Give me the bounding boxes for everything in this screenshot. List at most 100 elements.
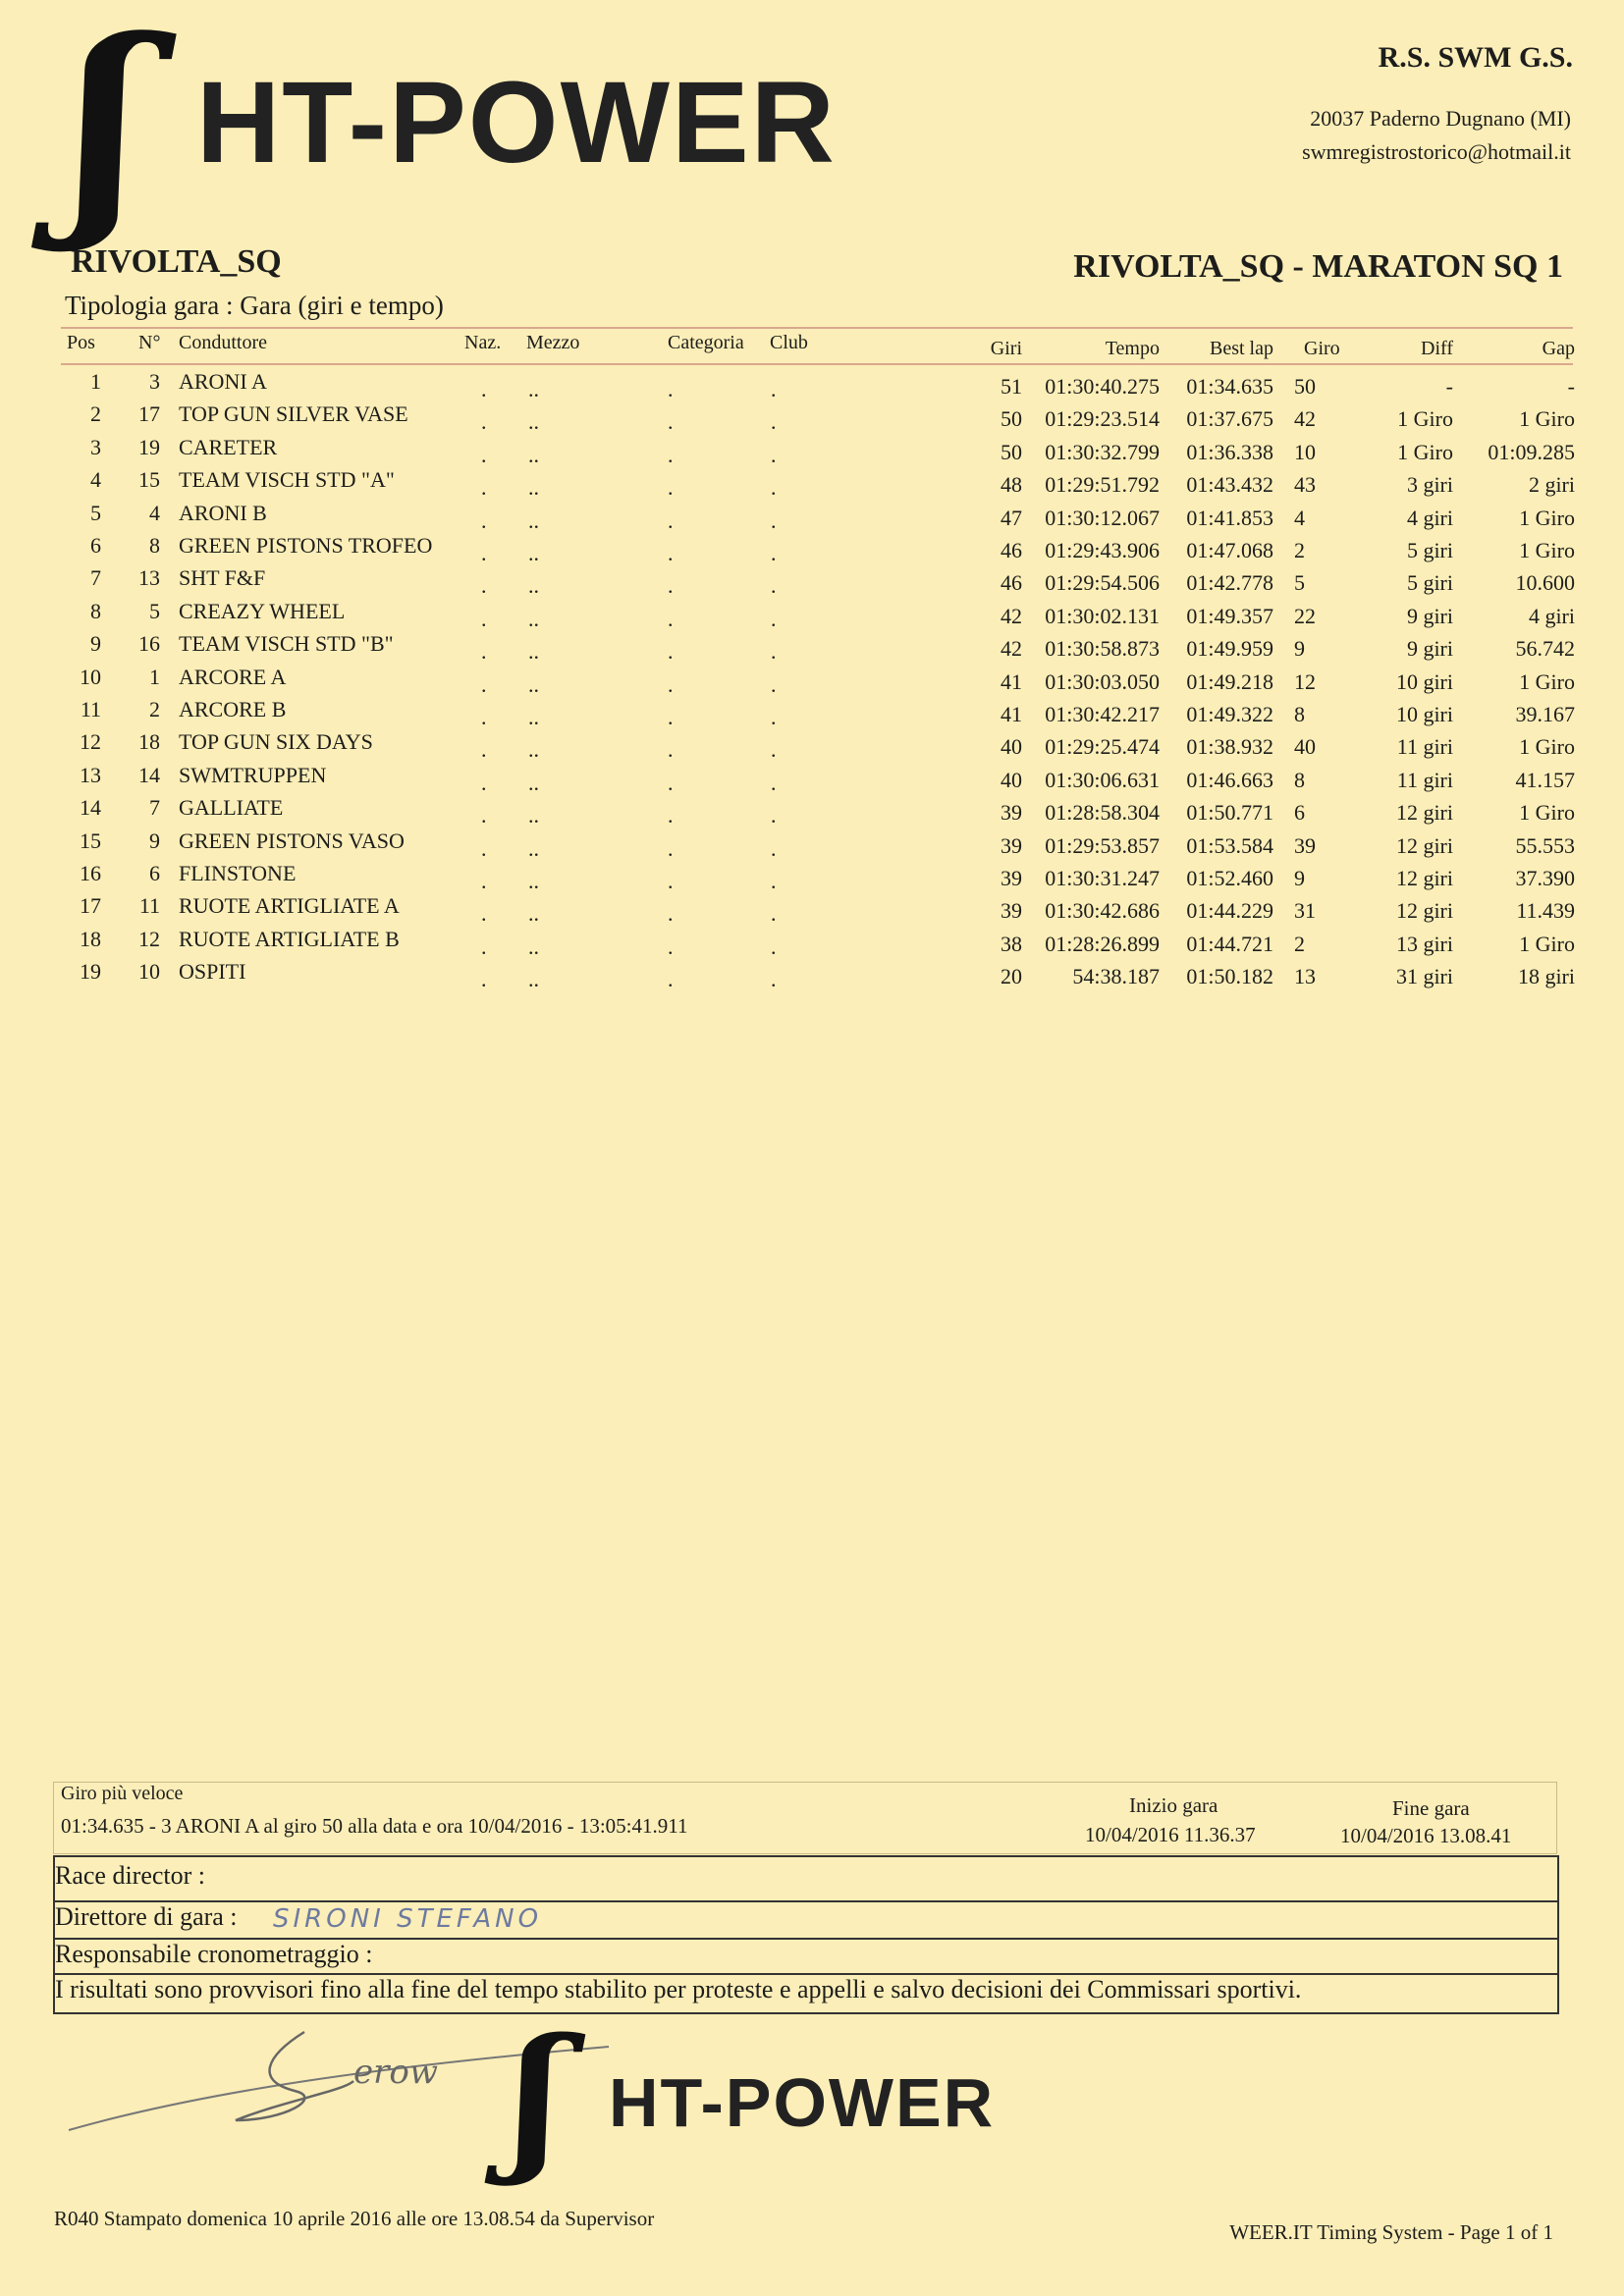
cell-vehicle: ..: [528, 475, 539, 501]
cell-best-lap-number: 31: [1294, 898, 1316, 924]
cell-time: 01:30:03.050: [1045, 668, 1160, 694]
cell-laps: 39: [1001, 866, 1022, 890]
footer-logo-text: HT-POWER: [609, 2064, 996, 2141]
cell-time: 01:29:54.506: [1045, 570, 1160, 596]
cell-vehicle: ..: [528, 442, 539, 467]
cell-best-lap: 01:46.663: [1186, 767, 1273, 792]
cell-best-lap: 01:43.432: [1186, 472, 1273, 498]
cell-best-lap: 01:50.771: [1186, 800, 1273, 826]
cell-pos: 15: [80, 828, 101, 853]
cell-laps: 50: [1001, 439, 1022, 464]
cell-vehicle: ..: [528, 541, 539, 565]
column-header-driver: Conduttore: [179, 332, 267, 353]
cell-nation: .: [481, 507, 487, 533]
cell-nation: .: [481, 705, 487, 729]
cell-vehicle: ..: [528, 737, 539, 763]
cell-vehicle: ..: [528, 377, 539, 401]
cell-category: .: [668, 770, 674, 795]
org-email: swmregistrostorico@hotmail.it: [1302, 139, 1571, 164]
cell-diff: 5 giri: [1406, 570, 1453, 596]
cell-number: 18: [138, 729, 160, 755]
cell-gap: 1 Giro: [1519, 800, 1575, 826]
start-label: Inizio gara: [1129, 1793, 1218, 1817]
table-header-top-rule: [61, 327, 1573, 329]
cell-gap: 55.553: [1515, 832, 1576, 858]
cell-best-lap-number: 12: [1294, 668, 1316, 694]
cell-number: 15: [138, 467, 160, 493]
fastest-lap-box: [53, 1782, 1557, 1854]
cell-number: 4: [149, 500, 160, 525]
cell-nation: .: [481, 409, 487, 435]
cell-laps: 39: [1001, 898, 1022, 924]
cell-category: .: [668, 869, 674, 893]
cell-best-lap: 01:52.460: [1186, 866, 1273, 890]
cell-laps: 42: [1001, 636, 1022, 662]
column-header-best-lap-number: Giro: [1304, 338, 1340, 359]
cell-nation: .: [481, 541, 487, 565]
cell-best-lap-number: 9: [1294, 866, 1305, 890]
race-type: Tipologia gara : Gara (giri e tempo): [65, 291, 444, 320]
cell-diff: 3 giri: [1406, 472, 1453, 498]
cell-diff: 11 giri: [1396, 734, 1453, 760]
cell-nation: .: [481, 803, 487, 828]
cell-category: .: [668, 934, 674, 959]
direttore-handwritten-name: SIRONI STEFANO: [273, 1904, 543, 1934]
cell-vehicle: ..: [528, 705, 539, 729]
cell-best-lap: 01:36.338: [1186, 439, 1273, 464]
cell-laps: 51: [1001, 374, 1022, 399]
cell-category: .: [668, 507, 674, 533]
cell-gap: -: [1567, 374, 1575, 399]
cell-gap: 37.390: [1515, 866, 1576, 890]
column-header-number: N°: [138, 332, 161, 353]
cell-club: .: [771, 934, 777, 959]
cell-club: .: [771, 967, 777, 992]
cell-number: 8: [149, 533, 160, 558]
column-header-laps: Giri: [990, 338, 1022, 359]
cell-best-lap-number: 50: [1294, 374, 1316, 399]
cell-vehicle: ..: [528, 671, 539, 697]
cell-best-lap: 01:49.322: [1186, 702, 1273, 726]
cell-driver: ARCORE B: [179, 697, 287, 721]
cell-best-lap: 01:49.357: [1186, 603, 1273, 628]
cell-best-lap-number: 9: [1294, 636, 1305, 662]
cell-pos: 12: [80, 729, 101, 755]
cell-vehicle: ..: [528, 869, 539, 893]
cell-nation: .: [481, 442, 487, 467]
cell-best-lap: 01:44.721: [1186, 931, 1273, 956]
cell-nation: .: [481, 377, 487, 401]
cell-vehicle: ..: [528, 573, 539, 599]
cell-category: .: [668, 835, 674, 861]
cell-gap: 1 Giro: [1519, 505, 1575, 530]
cell-diff: 5 giri: [1406, 538, 1453, 562]
org-name: R.S. SWM G.S.: [1378, 41, 1573, 74]
cell-diff: 10 giri: [1395, 668, 1453, 694]
cell-club: .: [771, 803, 777, 828]
cell-nation: .: [481, 573, 487, 599]
cell-time: 54:38.187: [1072, 964, 1160, 989]
cell-time: 01:30:02.131: [1045, 603, 1160, 628]
cell-laps: 46: [1001, 570, 1022, 596]
cell-driver: TEAM VISCH STD "A": [179, 467, 395, 493]
cell-best-lap: 01:44.229: [1186, 898, 1273, 924]
cell-laps: 47: [1001, 505, 1022, 530]
cell-category: .: [668, 705, 674, 729]
race-director-label: Race director :: [55, 1861, 206, 1890]
cell-gap: 4 giri: [1528, 603, 1575, 628]
cell-club: .: [771, 442, 777, 467]
cell-category: .: [668, 409, 674, 435]
cell-club: .: [771, 606, 777, 631]
cell-pos: 18: [80, 926, 101, 951]
start-value: 10/04/2016 11.36.37: [1085, 1823, 1256, 1846]
fastest-lap-text: 01:34.635 - 3 ARONI A al giro 50 alla da…: [61, 1814, 688, 1838]
cell-time: 01:30:42.217: [1045, 702, 1160, 726]
cell-best-lap-number: 22: [1294, 603, 1316, 628]
cell-gap: 01:09.285: [1488, 439, 1575, 464]
cell-category: .: [668, 671, 674, 697]
cell-best-lap-number: 10: [1294, 439, 1316, 464]
cell-driver: OSPITI: [179, 959, 246, 985]
cell-number: 11: [138, 893, 160, 919]
cell-best-lap: 01:47.068: [1186, 538, 1273, 562]
cell-club: .: [771, 901, 777, 927]
cell-driver: ARONI A: [179, 369, 267, 394]
cell-best-lap: 01:37.675: [1186, 406, 1273, 432]
